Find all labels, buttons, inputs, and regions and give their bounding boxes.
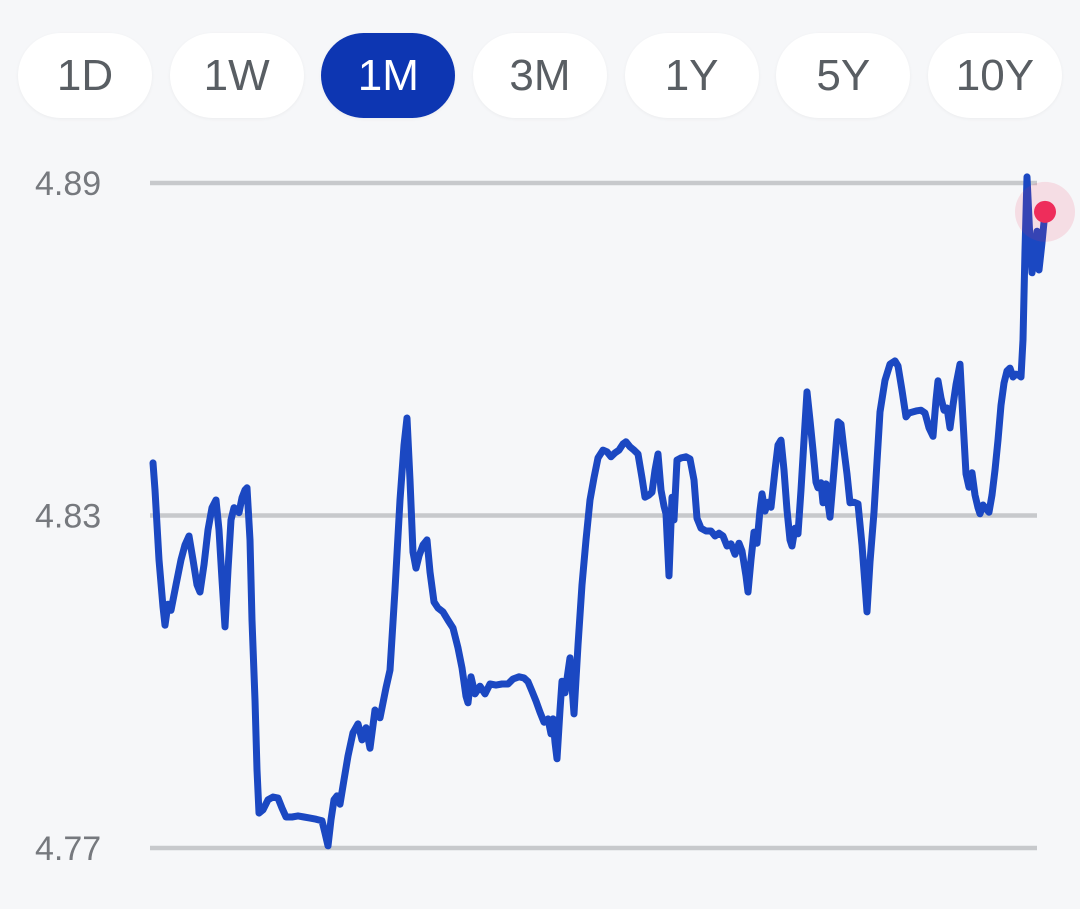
y-axis-label: 4.89	[35, 165, 101, 203]
time-range-selector: 1D 1W 1M 3M 1Y 5Y 10Y	[18, 33, 1062, 118]
range-button-1m[interactable]: 1M	[321, 33, 456, 118]
y-axis-label: 4.77	[35, 830, 101, 868]
range-button-10y[interactable]: 10Y	[927, 33, 1062, 118]
range-button-label: 1D	[56, 50, 114, 100]
range-button-label: 5Y	[816, 50, 871, 100]
range-button-1y[interactable]: 1Y	[624, 33, 759, 118]
current-point-group	[1015, 181, 1075, 242]
current-value-dot	[1034, 200, 1056, 223]
range-button-1d[interactable]: 1D	[18, 33, 152, 118]
range-button-3m[interactable]: 3M	[472, 33, 607, 118]
range-button-5y[interactable]: 5Y	[776, 33, 911, 118]
price-line-group	[149, 173, 1049, 850]
range-button-label: 1Y	[664, 50, 719, 100]
gridlines	[150, 180, 1037, 851]
y-axis-label: 4.83	[35, 498, 101, 536]
y-axis-labels: 4.89 4.83 4.77	[35, 165, 101, 868]
range-button-label: 1W	[203, 50, 270, 100]
range-button-label: 3M	[509, 50, 571, 100]
range-button-label: 1M	[357, 50, 419, 100]
range-button-1w[interactable]: 1W	[169, 33, 304, 118]
price-line	[149, 173, 1049, 850]
range-button-label: 10Y	[955, 50, 1035, 100]
